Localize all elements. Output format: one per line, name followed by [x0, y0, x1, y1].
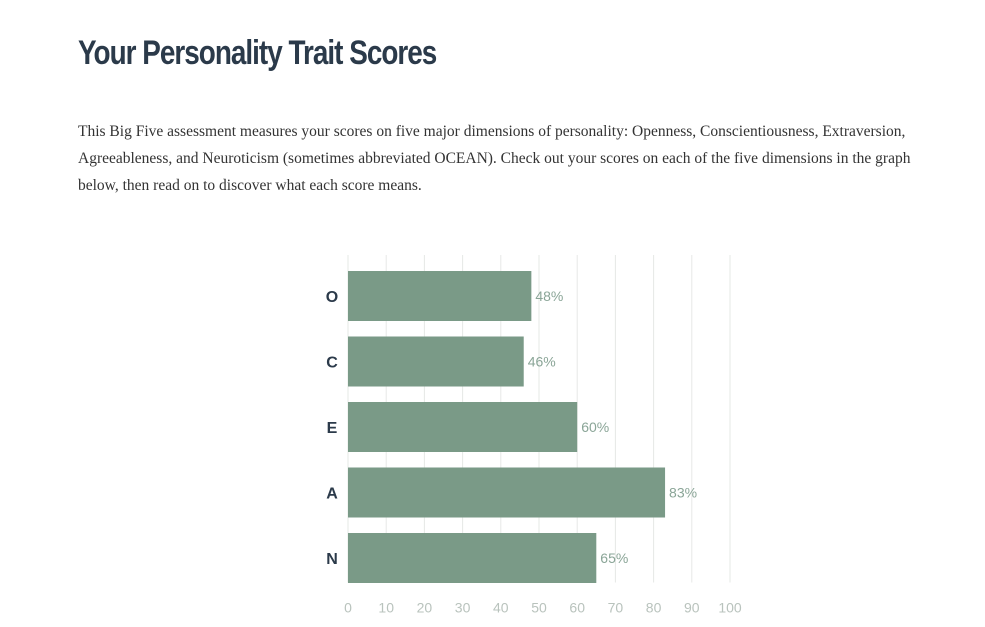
- category-label-e: E: [327, 420, 338, 437]
- x-tick-label-20: 20: [417, 600, 433, 616]
- page-title: Your Personality Trait Scores: [78, 34, 437, 72]
- x-tick-label-70: 70: [608, 600, 624, 616]
- value-label-e: 60%: [581, 419, 609, 435]
- x-tick-label-60: 60: [569, 600, 585, 616]
- category-label-a: A: [326, 486, 338, 503]
- intro-paragraph: This Big Five assessment measures your s…: [78, 123, 911, 194]
- category-label-o: O: [326, 289, 338, 306]
- category-label-c: C: [326, 355, 338, 372]
- x-tick-label-40: 40: [493, 600, 509, 616]
- category-label-n: N: [326, 551, 338, 568]
- bar-c: [348, 336, 524, 387]
- bar-e: [348, 402, 578, 452]
- x-tick-label-80: 80: [646, 600, 662, 616]
- bar-a: [348, 467, 666, 518]
- x-tick-label-10: 10: [378, 600, 394, 616]
- x-tick-label-0: 0: [344, 600, 352, 616]
- bar-o: [348, 271, 532, 321]
- value-label-o: 48%: [535, 288, 563, 304]
- value-label-n: 65%: [600, 550, 628, 566]
- trait-scores-chart-svg: O 48% C 46% E 60% A 83% N 65% 0 10 20 30 40 50 60 70 80 90 1…: [326, 255, 742, 616]
- trait-scores-chart: O 48% C 46% E 60% A 83% N 65% 0 10 20 30 40 50 60 70 80 90 1…: [300, 255, 760, 627]
- x-tick-label-30: 30: [455, 600, 471, 616]
- value-label-c: 46%: [528, 354, 556, 370]
- x-tick-label-50: 50: [531, 600, 547, 616]
- x-tick-label-90: 90: [684, 600, 700, 616]
- x-tick-label-100: 100: [718, 600, 742, 616]
- value-label-a: 83%: [669, 485, 697, 501]
- bar-n: [348, 533, 597, 583]
